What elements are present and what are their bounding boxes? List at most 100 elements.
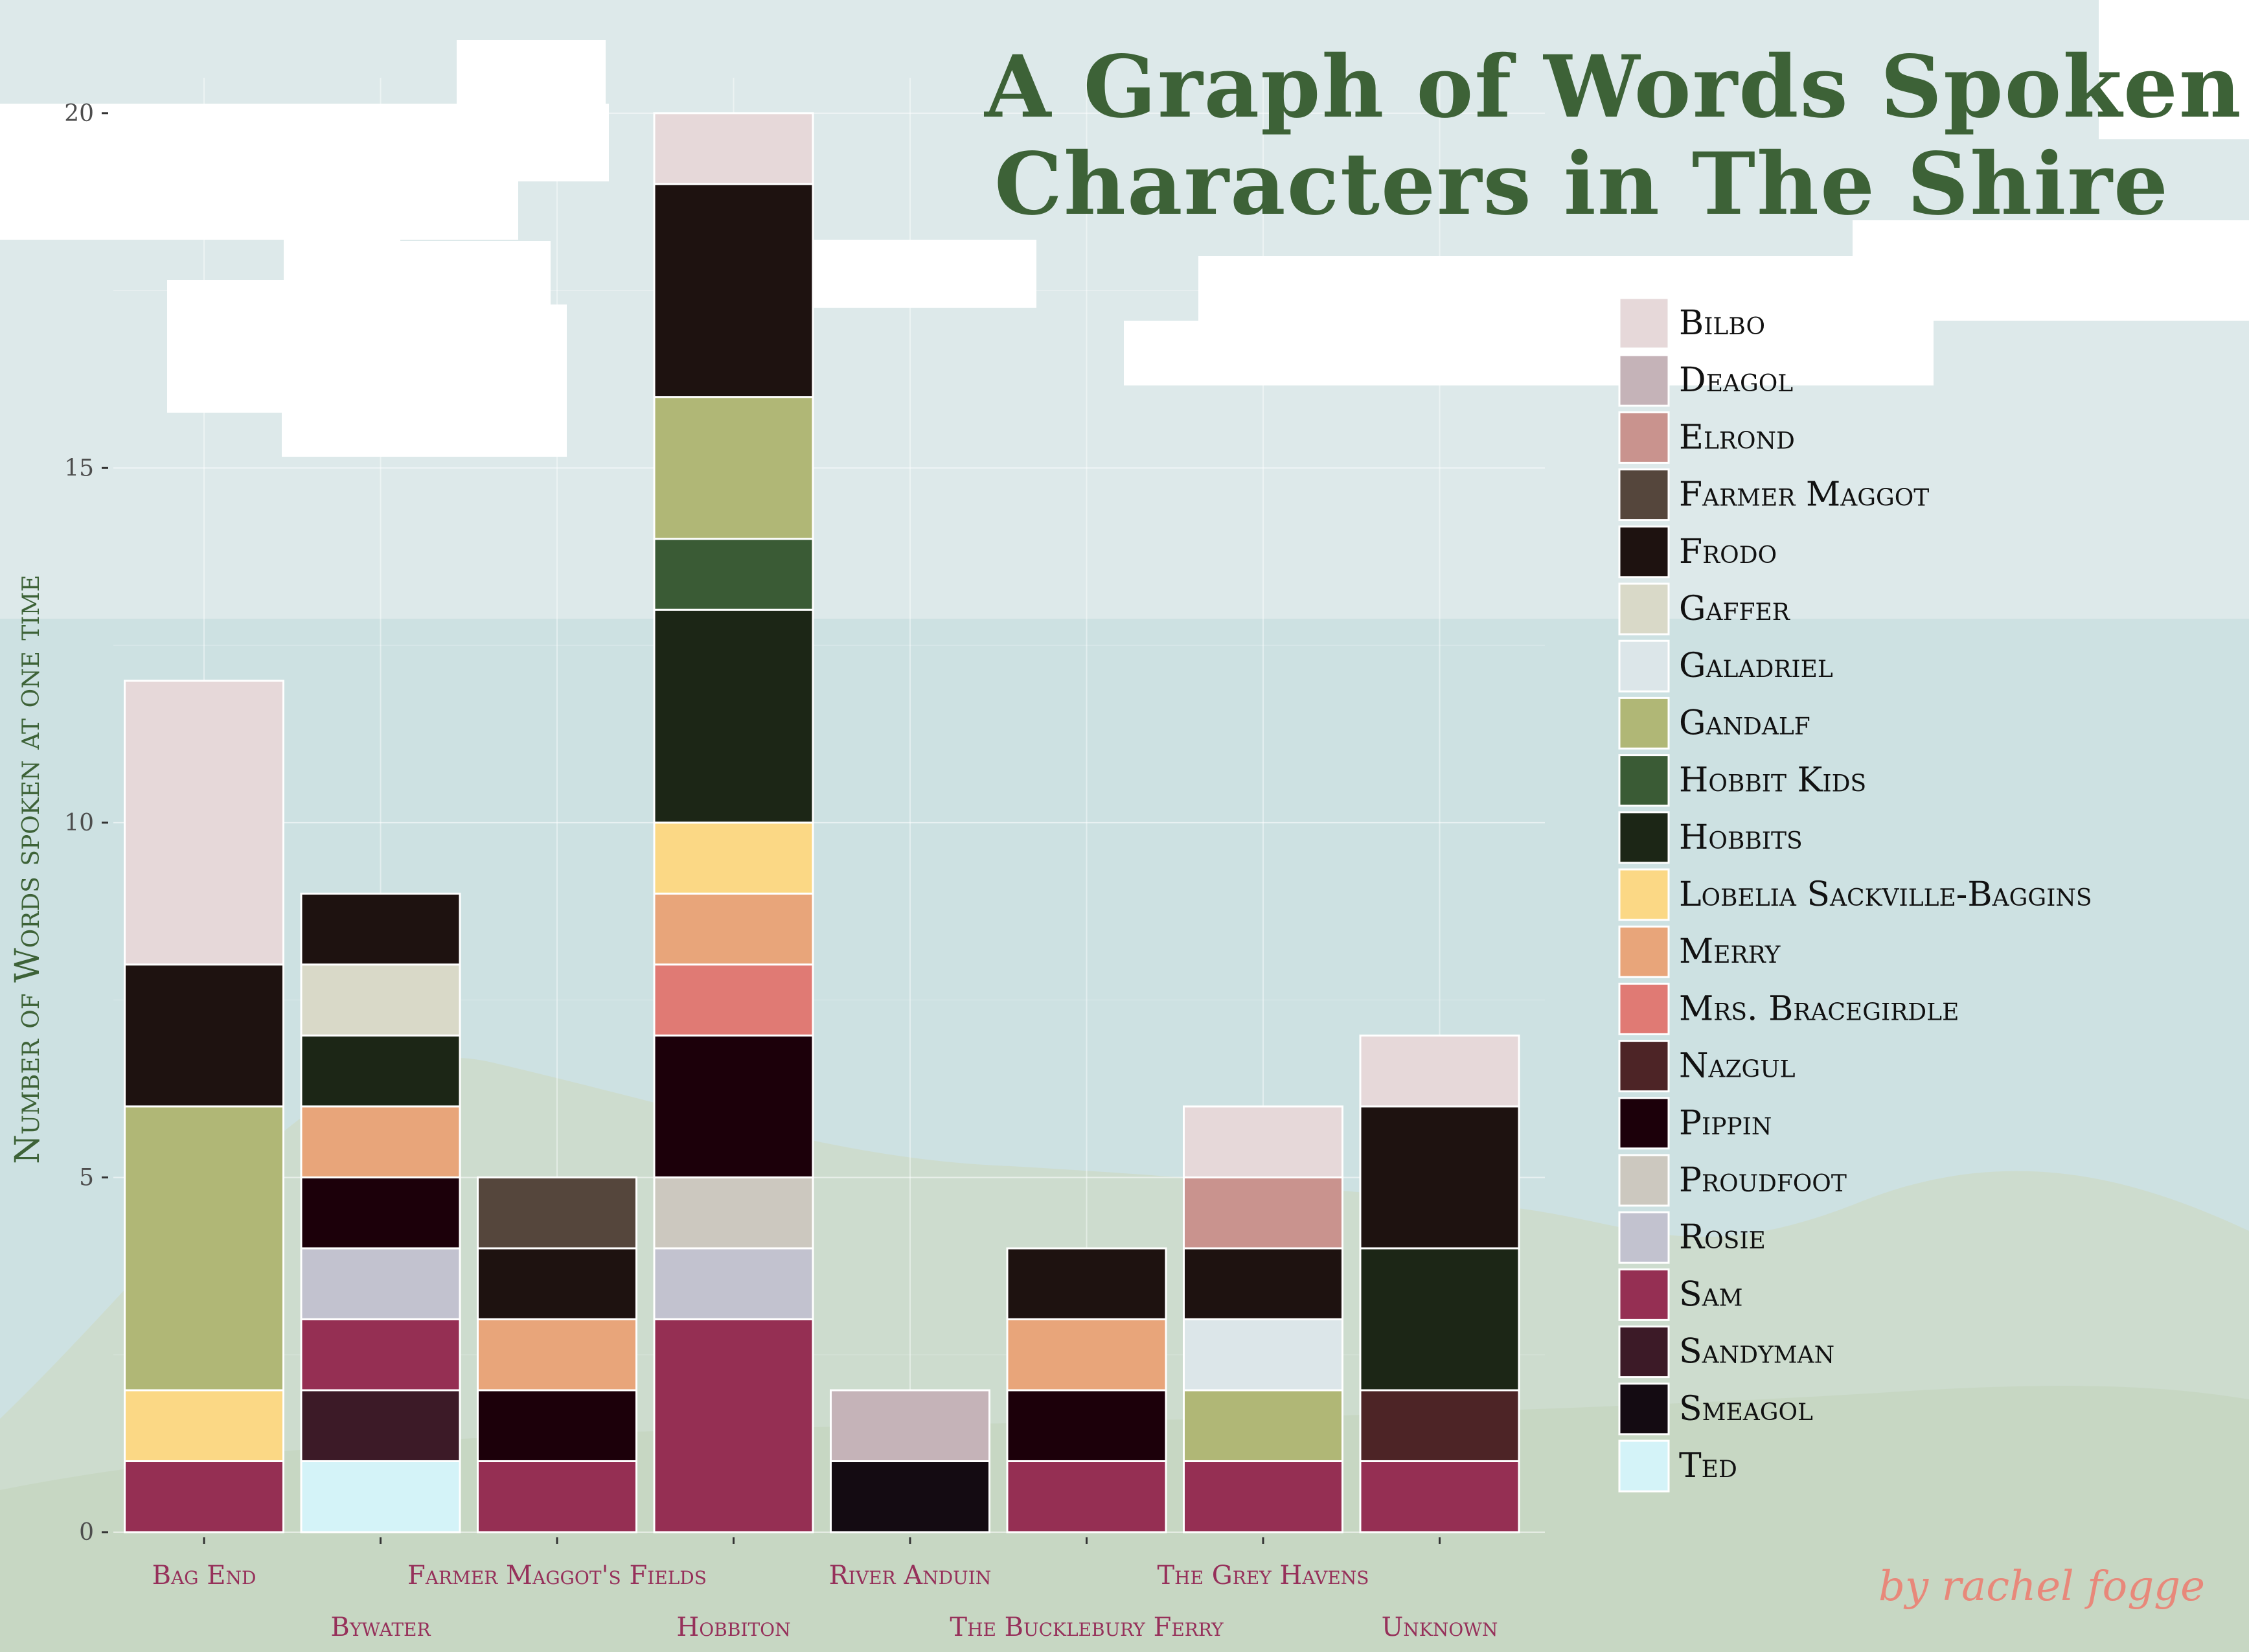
legend-swatch (1618, 1097, 1670, 1150)
bar-segment (830, 1389, 990, 1462)
bar-segment (300, 1460, 461, 1533)
legend-swatch (1618, 754, 1670, 807)
bar-segment (653, 538, 814, 611)
bar-segment (1183, 1318, 1343, 1392)
y-tick-label: 15 (64, 455, 94, 481)
y-axis-label: Number of Words spoken at one time (8, 575, 47, 1164)
bar-segment (830, 1460, 990, 1533)
legend-swatch (1618, 411, 1670, 464)
x-tick-label: Hobbiton (676, 1612, 790, 1642)
bar-segment (1359, 1105, 1520, 1250)
clouds (0, 0, 2249, 457)
bar-segment (653, 112, 814, 185)
legend-swatch (1618, 1440, 1670, 1493)
x-tick-label: The Grey Havens (1158, 1561, 1369, 1590)
bar-segment (653, 608, 814, 824)
legend-label: Pippin (1679, 1104, 1772, 1143)
bar-segment (653, 396, 814, 540)
legend-swatch (1618, 1268, 1670, 1321)
title-line-2: Characters in The Shire (994, 134, 2169, 235)
bar-segment (653, 1318, 814, 1533)
legend-label: Gaffer (1679, 590, 1790, 628)
legend: Bilbo Deagol Elrond Farmer Maggot Frodo Gaffe… (1618, 297, 2092, 1493)
legend-swatch (1618, 297, 1670, 350)
bar-segment (477, 1389, 637, 1462)
bar-segment (1006, 1389, 1167, 1462)
chart-title: A Graph of Words Spoken By Characters in… (983, 37, 2249, 235)
bar-segment (300, 1176, 461, 1250)
legend-label: Frodo (1679, 533, 1777, 571)
bar-segment (1359, 1034, 1520, 1108)
legend-swatch (1618, 868, 1670, 921)
y-tick-label: 20 (64, 100, 94, 127)
legend-label: Proudfoot (1679, 1161, 1847, 1200)
y-tick-label: 5 (79, 1164, 94, 1191)
bar-segment (1183, 1460, 1343, 1533)
legend-swatch (1618, 582, 1670, 636)
signature: by rachel fogge (1878, 1563, 2205, 1611)
legend-swatch (1618, 1154, 1670, 1207)
x-tick-label: River Anduin (829, 1561, 992, 1590)
x-tick-label: The Bucklebury Ferry (950, 1612, 1224, 1642)
legend-label: Hobbits (1679, 818, 1803, 857)
legend-swatch (1618, 982, 1670, 1035)
legend-swatch (1618, 468, 1670, 522)
bar-segment (1183, 1176, 1343, 1250)
bar-segment (653, 1034, 814, 1178)
bar-segment (1359, 1389, 1520, 1462)
bar-segment (477, 1460, 637, 1533)
legend-swatch (1618, 525, 1670, 579)
x-tick-label: Unknown (1382, 1612, 1498, 1642)
x-tick-label: Farmer Maggot's Fields (407, 1561, 707, 1590)
bar-segment (1183, 1389, 1343, 1462)
bar-segment (653, 963, 814, 1037)
y-tick-label: 0 (79, 1519, 94, 1546)
bar-segment (1183, 1247, 1343, 1320)
legend-swatch (1618, 1382, 1670, 1436)
legend-label: Hobbit Kids (1679, 761, 1866, 800)
bar-segment (1359, 1247, 1520, 1392)
x-tick-label: Bag End (152, 1561, 257, 1590)
legend-label: Elrond (1679, 418, 1795, 457)
bar-segment (653, 1176, 814, 1250)
legend-label: Merry (1679, 932, 1781, 971)
bar-segment (124, 680, 284, 966)
legend-swatch (1618, 1040, 1670, 1093)
axes: 0 5 10 15 20 Bag End Bywater Farmer Maggot's Fi… (64, 100, 1498, 1642)
bar-segment (300, 1389, 461, 1462)
bar-segment (300, 892, 461, 966)
legend-label: Lobelia Sackville-Baggins (1679, 875, 2092, 914)
legend-swatch (1618, 696, 1670, 750)
legend-swatch (1618, 1211, 1670, 1264)
bar-segment (300, 1034, 461, 1108)
legend-swatch (1618, 639, 1670, 693)
legend-swatch (1618, 1325, 1670, 1379)
legend-label: Gandalf (1679, 704, 1810, 742)
bar-segment (1006, 1247, 1167, 1320)
legend-label: Farmer Maggot (1679, 476, 1929, 514)
legend-label: Sam (1679, 1275, 1742, 1314)
bar-segment (124, 1105, 284, 1392)
bar-segment (300, 1318, 461, 1392)
legend-label: Smeagol (1679, 1390, 1813, 1428)
legend-label: Galadriel (1679, 647, 1833, 685)
bar-segment (300, 1247, 461, 1320)
bar-segment (653, 892, 814, 966)
legend-label: Nazgul (1679, 1047, 1796, 1086)
bar-segment (300, 963, 461, 1037)
bar-segment (1006, 1318, 1167, 1392)
bar-segment (477, 1176, 637, 1250)
bar-segment (300, 1105, 461, 1178)
bar-segment (124, 963, 284, 1108)
bar-segment (653, 1247, 814, 1320)
bar-stacks (124, 112, 1520, 1533)
y-tick-label: 10 (64, 810, 94, 836)
bar-segment (1183, 1105, 1343, 1178)
legend-swatch (1618, 354, 1670, 407)
bar-segment (653, 821, 814, 895)
x-tick-label: Bywater (330, 1612, 431, 1642)
legend-label: Deagol (1679, 361, 1793, 400)
title-line-1: A Graph of Words Spoken By (983, 37, 2249, 137)
